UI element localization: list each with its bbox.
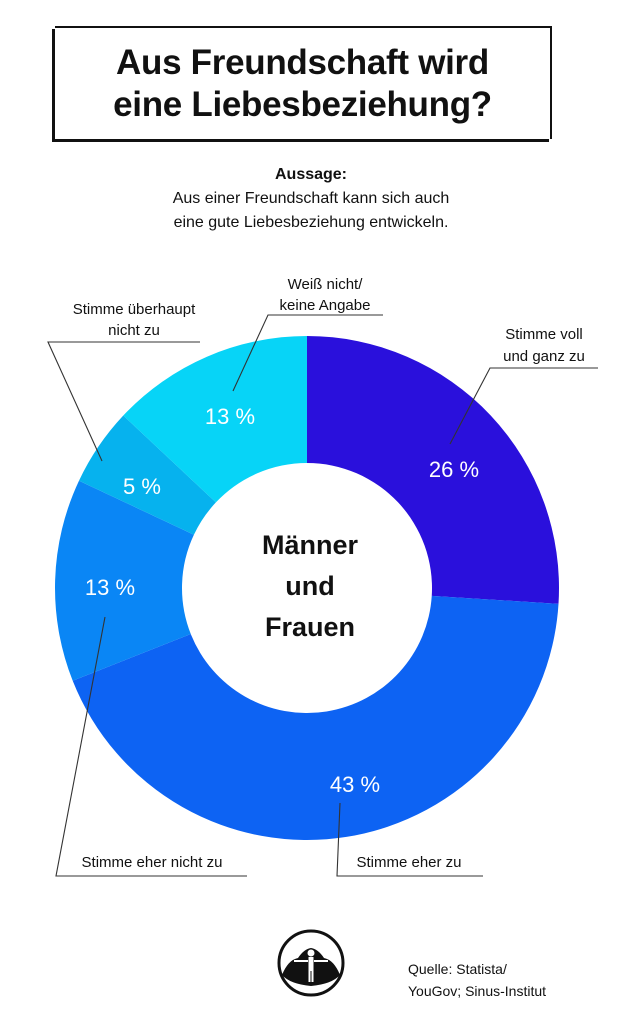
chart-title-line-2: eine Liebesbeziehung? bbox=[113, 84, 492, 124]
callout-line-stimme-voll-und-ganz-zu bbox=[449, 367, 598, 445]
source-line-2: YouGov; Sinus-Institut bbox=[408, 983, 547, 999]
source-note: Quelle: Statista/ YouGov; Sinus-Institut bbox=[408, 958, 546, 1002]
slice-label-stimme-ueberhaupt-nicht-zu: Stimme überhaupt bbox=[73, 301, 196, 318]
value-label-weiss-nicht-keine-angabe: 13 % bbox=[205, 404, 255, 429]
slice-label-stimme-voll-und-ganz-zu: und ganz zu bbox=[503, 348, 585, 365]
value-label-stimme-eher-nicht-zu: 13 % bbox=[85, 575, 135, 600]
source-line-1: Quelle: Statista/ bbox=[408, 961, 507, 977]
slice-weiss-nicht-keine-angabe bbox=[123, 336, 308, 503]
center-label-line-1: Männer bbox=[261, 530, 359, 560]
statement-label: Aussage: bbox=[274, 166, 348, 183]
slice-stimme-voll-und-ganz-zu bbox=[307, 336, 559, 604]
value-label-stimme-voll-und-ganz-zu: 26 % bbox=[429, 457, 479, 482]
title-box: Aus Freundschaft wird eine Liebesbeziehu… bbox=[55, 26, 552, 139]
callout-line-stimme-eher-zu bbox=[336, 802, 483, 877]
slice-label-stimme-voll-und-ganz-zu: Stimme voll bbox=[505, 326, 583, 343]
slice-label-stimme-eher-nicht-zu: Stimme eher nicht zu bbox=[82, 854, 223, 871]
statement-line-1: Aus einer Freundschaft kann sich auch bbox=[172, 190, 450, 207]
callout-line-weiss-nicht-keine-angabe bbox=[232, 314, 383, 392]
chart-title-line-1: Aus Freundschaft wird bbox=[116, 42, 489, 82]
logo-icon bbox=[277, 929, 345, 997]
value-label-stimme-eher-zu: 43 % bbox=[330, 772, 380, 797]
center-label-line-2: und bbox=[285, 571, 335, 601]
statement: Aussage: Aus einer Freundschaft kann sic… bbox=[0, 163, 622, 235]
callout-line-stimme-ueberhaupt-nicht-zu bbox=[47, 341, 200, 462]
callout-line-stimme-eher-nicht-zu bbox=[55, 616, 247, 877]
slice-label-stimme-ueberhaupt-nicht-zu: nicht zu bbox=[108, 322, 160, 339]
value-label-stimme-ueberhaupt-nicht-zu: 5 % bbox=[123, 474, 161, 499]
donut-center-label: Männer und Frauen bbox=[210, 525, 410, 648]
slice-stimme-eher-zu bbox=[72, 595, 559, 841]
slice-label-stimme-eher-zu: Stimme eher zu bbox=[356, 854, 461, 871]
slice-label-weiss-nicht-keine-angabe: keine Angabe bbox=[280, 297, 371, 314]
slice-stimme-ueberhaupt-nicht-zu bbox=[78, 415, 216, 535]
statement-line-2: eine gute Liebesbeziehung entwickeln. bbox=[173, 214, 449, 231]
center-label-line-3: Frauen bbox=[264, 612, 356, 642]
slice-stimme-eher-nicht-zu bbox=[54, 480, 194, 681]
slice-label-weiss-nicht-keine-angabe: Weiß nicht/ bbox=[288, 276, 364, 293]
